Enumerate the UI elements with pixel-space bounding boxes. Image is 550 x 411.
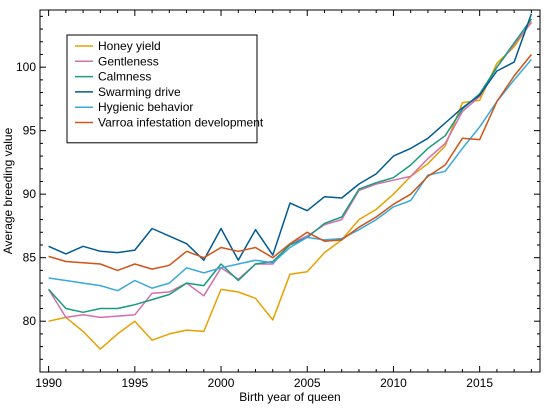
legend-label: Honey yield: [98, 39, 161, 53]
y-tick-label: 90: [23, 187, 37, 201]
legend-label: Varroa infestation development: [98, 116, 264, 130]
series-line-5: [48, 54, 532, 272]
x-tick-label: 2015: [466, 376, 493, 390]
legend-label: Calmness: [98, 70, 151, 84]
y-axis-title: Average breeding value: [1, 127, 15, 254]
series-line-4: [48, 59, 532, 292]
series-line-3: [48, 13, 533, 261]
x-axis-title: Birth year of queen: [239, 390, 340, 404]
x-tick-label: 2005: [294, 376, 321, 390]
x-tick-label: 1990: [35, 376, 62, 390]
axis-ticks: 1990 1995 2000 2005 2010 2015 80 85 90 95 100: [16, 10, 540, 390]
y-tick-label: 80: [23, 314, 37, 328]
x-tick-label: 2000: [208, 376, 235, 390]
y-tick-label: 100: [16, 60, 36, 74]
legend-label: Swarming drive: [98, 85, 181, 99]
series-line-2: [48, 18, 533, 314]
series-lines: [47, 13, 533, 350]
legend-label: Gentleness: [98, 54, 159, 68]
x-tick-label: 1995: [121, 376, 148, 390]
legend-box: [66, 34, 258, 144]
x-tick-label: 2010: [380, 376, 407, 390]
y-tick-label: 85: [23, 251, 37, 265]
y-tick-label: 95: [23, 124, 37, 138]
legend-label: Hygienic behavior: [98, 100, 193, 114]
